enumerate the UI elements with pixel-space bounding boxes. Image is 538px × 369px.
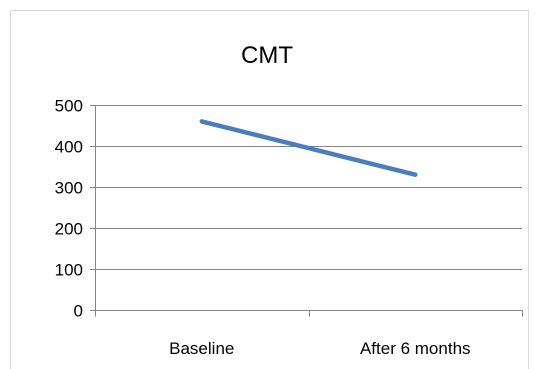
x-tick-label-1: After 6 months [360,339,471,358]
y-tick-label-0: 0 [74,302,83,321]
axes [90,105,523,317]
y-tick-label-400: 400 [55,138,83,157]
y-tick-label-200: 200 [55,220,83,239]
chart-title: CMT [241,42,293,69]
series-line-0 [199,119,418,177]
gridlines [95,105,522,270]
y-axis-tick-labels: 0 100 200 300 400 500 [55,97,83,321]
y-tick-label-100: 100 [55,261,83,280]
y-tick-label-500: 500 [55,97,83,116]
x-tick-label-0: Baseline [169,339,234,358]
chart-border [10,10,529,369]
y-tick-label-300: 300 [55,179,83,198]
x-axis-tick-labels: Baseline After 6 months [169,339,470,358]
series-layer [199,119,418,177]
